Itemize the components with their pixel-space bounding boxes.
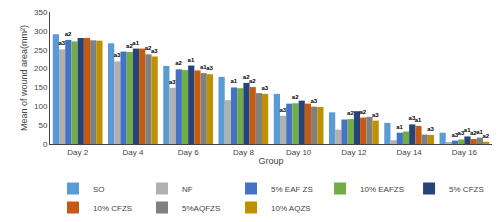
svg-text:a2: a2 [347, 110, 354, 116]
svg-text:5%AQFZS: 5%AQFZS [182, 204, 220, 213]
svg-text:a2: a2 [292, 94, 299, 100]
svg-text:Day 8: Day 8 [233, 148, 254, 157]
svg-text:a3: a3 [206, 65, 213, 71]
svg-text:a2: a2 [175, 60, 182, 66]
svg-text:a3: a3 [114, 52, 121, 58]
svg-text:a3: a3 [151, 48, 158, 54]
svg-text:Mean of wound area(mm²): Mean of wound area(mm²) [19, 25, 29, 131]
svg-text:a3: a3 [409, 115, 416, 121]
svg-text:a1: a1 [415, 117, 422, 123]
svg-text:a1: a1 [464, 127, 471, 133]
svg-text:a3: a3 [372, 112, 379, 118]
svg-text:a3: a3 [451, 132, 458, 138]
svg-text:a2: a2 [360, 109, 367, 115]
svg-text:a2: a2 [482, 133, 489, 139]
svg-text:300: 300 [34, 27, 48, 36]
svg-text:Day 2: Day 2 [67, 148, 88, 157]
svg-text:a3: a3 [427, 126, 434, 132]
svg-text:a1: a1 [230, 78, 237, 84]
svg-text:Day 16: Day 16 [452, 148, 478, 157]
svg-text:250: 250 [34, 46, 48, 55]
svg-text:5% CFZS: 5% CFZS [449, 185, 484, 194]
svg-text:a3: a3 [310, 98, 317, 104]
svg-text:Day 4: Day 4 [122, 148, 143, 157]
svg-text:a3: a3 [279, 107, 286, 113]
svg-text:a2: a2 [470, 130, 477, 136]
svg-text:200: 200 [34, 64, 48, 73]
svg-text:a3: a3 [169, 79, 176, 85]
svg-text:a3: a3 [261, 85, 268, 91]
svg-text:Day 10: Day 10 [286, 148, 312, 157]
svg-text:a2: a2 [243, 74, 250, 80]
svg-text:5% EAF ZS: 5% EAF ZS [271, 185, 313, 194]
svg-text:a3: a3 [458, 130, 465, 136]
svg-text:Day 6: Day 6 [178, 148, 199, 157]
svg-text:a2: a2 [126, 43, 133, 49]
svg-text:a3: a3 [58, 40, 65, 46]
svg-text:350: 350 [34, 8, 48, 17]
svg-text:a2: a2 [145, 45, 152, 51]
svg-text:100: 100 [34, 102, 48, 111]
svg-text:a2: a2 [65, 31, 72, 37]
svg-text:10% CFZS: 10% CFZS [93, 204, 132, 213]
svg-text:SO: SO [93, 185, 105, 194]
svg-text:150: 150 [34, 83, 48, 92]
svg-text:10% EAFZS: 10% EAFZS [360, 185, 404, 194]
svg-text:NF: NF [182, 185, 193, 194]
svg-text:a1: a1 [476, 129, 483, 135]
svg-text:a1: a1 [188, 57, 195, 63]
svg-text:a1: a1 [132, 40, 139, 46]
svg-text:Day 14: Day 14 [396, 148, 422, 157]
svg-text:0: 0 [43, 140, 48, 149]
svg-text:a1: a1 [200, 64, 207, 70]
svg-text:50: 50 [38, 121, 47, 130]
svg-text:Day 12: Day 12 [341, 148, 367, 157]
svg-text:10% AQZS: 10% AQZS [271, 204, 311, 213]
svg-text:Group: Group [258, 156, 283, 166]
svg-text:a2: a2 [249, 78, 256, 84]
svg-text:a1: a1 [396, 124, 403, 130]
